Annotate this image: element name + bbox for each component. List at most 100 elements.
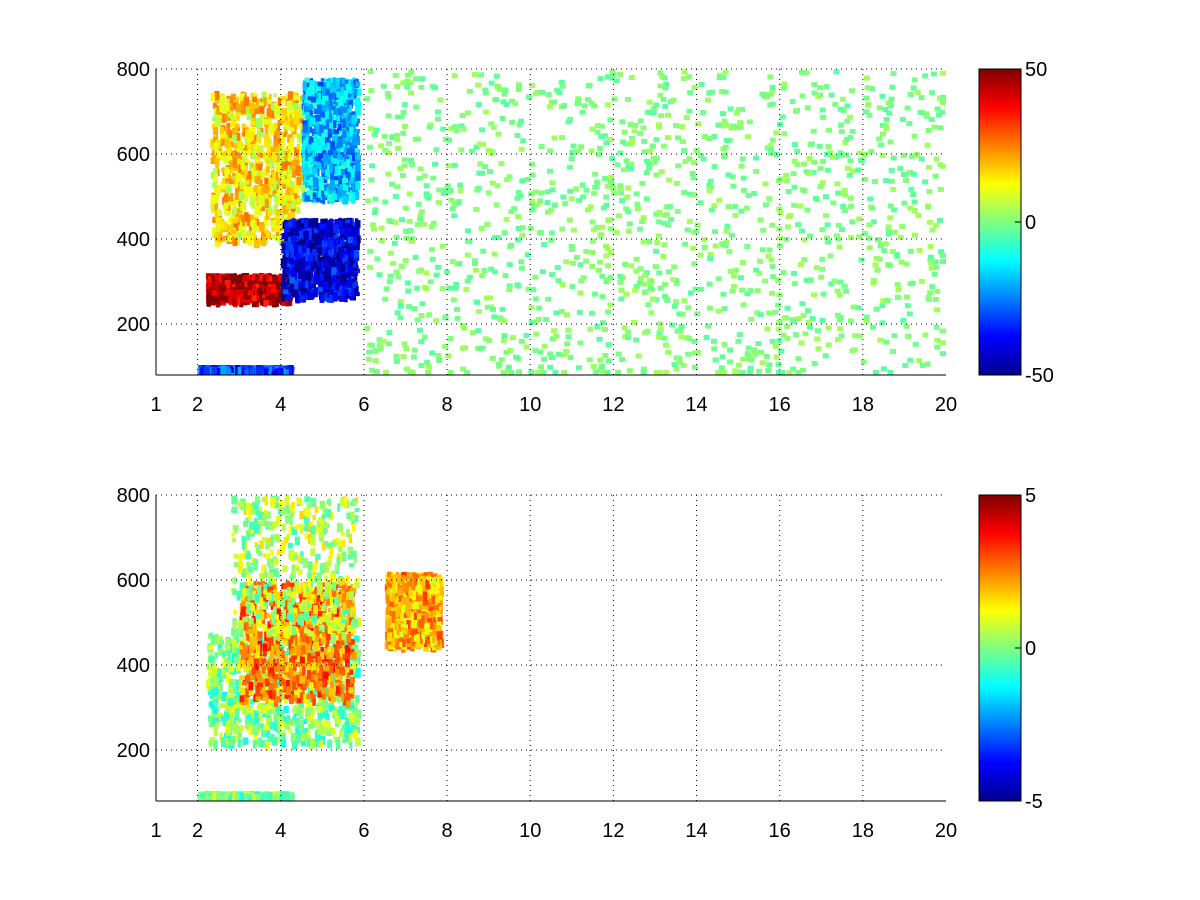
heatmap-cell [221, 94, 226, 103]
heatmap-cell [687, 290, 694, 296]
heatmap-cell [235, 280, 240, 286]
heatmap-cell [693, 148, 700, 154]
heatmap-cell [229, 198, 234, 206]
heatmap-cell [254, 156, 260, 162]
heatmap-cell [219, 155, 225, 161]
heatmap-cell [255, 276, 260, 282]
heatmap-cell [305, 265, 309, 271]
heatmap-cell [903, 261, 910, 267]
heatmap-cell [302, 292, 308, 300]
heatmap-cell [214, 91, 220, 101]
heatmap-cell [263, 141, 268, 148]
heatmap-cell [740, 356, 747, 362]
heatmap-cell [265, 286, 272, 296]
heatmap-cell [303, 285, 308, 296]
heatmap-cell [287, 142, 294, 150]
heatmap-cell [419, 301, 426, 307]
heatmap-cell [740, 302, 747, 308]
heatmap-cell [294, 292, 299, 302]
heatmap-cell [311, 166, 318, 175]
heatmap-cell [284, 254, 289, 264]
heatmap-cell [547, 351, 554, 357]
heatmap-cell [471, 71, 478, 77]
heatmap-cell [355, 88, 362, 97]
heatmap-cell [343, 289, 349, 296]
heatmap-cell [246, 171, 252, 180]
heatmap-cell [477, 161, 484, 167]
heatmap-cell [596, 145, 603, 151]
heatmap-cell [271, 370, 277, 375]
heatmap-cell [219, 126, 224, 135]
heatmap-cell [776, 243, 783, 249]
heatmap-cell [318, 287, 324, 295]
heatmap-cell [242, 234, 248, 244]
heatmap-cell [240, 162, 245, 170]
heatmap-cell [330, 92, 336, 99]
heatmap-cell [350, 163, 355, 168]
heatmap-cell [239, 181, 245, 187]
heatmap-cell [681, 69, 688, 75]
heatmap-cell [372, 358, 379, 364]
heatmap-cell [447, 335, 454, 341]
heatmap-cell [339, 118, 346, 127]
heatmap-cell [394, 184, 401, 190]
heatmap-cell [348, 89, 353, 94]
heatmap-cell [400, 130, 407, 136]
heatmap-cell [307, 164, 314, 174]
heatmap-cell [320, 109, 324, 117]
heatmap-cell [264, 135, 270, 144]
heatmap-cell [849, 348, 856, 354]
heatmap-cell [439, 286, 446, 292]
heatmap-cell [500, 338, 507, 343]
heatmap-cell [211, 290, 217, 296]
heatmap-cell [323, 125, 328, 131]
heatmap-cell [766, 196, 773, 202]
heatmap-cell [934, 344, 941, 350]
heatmap-cell [516, 82, 522, 88]
heatmap-cell [397, 303, 404, 309]
heatmap-cell [747, 365, 754, 371]
heatmap-cell [211, 148, 216, 158]
heatmap-cell [304, 105, 310, 113]
heatmap-cell [488, 121, 495, 127]
heatmap-cell [524, 177, 531, 182]
heatmap-cell [938, 249, 945, 255]
heatmap-cell [347, 266, 353, 272]
heatmap-cell [213, 127, 218, 135]
heatmap-cell [309, 185, 313, 192]
heatmap-cell [330, 180, 336, 189]
heatmap-cell [324, 266, 329, 274]
heatmap-cell [371, 210, 378, 216]
heatmap-cell [453, 128, 460, 134]
heatmap-cell [212, 168, 218, 176]
heatmap-cell [255, 98, 261, 103]
heatmap-cell [305, 183, 309, 189]
heatmap-cell [598, 363, 605, 369]
heatmap-cell [856, 333, 863, 339]
heatmap-cell [762, 181, 769, 187]
heatmap-cell [329, 158, 335, 164]
heatmap-cell [624, 194, 631, 200]
heatmap-cell [282, 289, 289, 295]
heatmap-cell [281, 292, 285, 302]
heatmap-cell [249, 367, 256, 375]
heatmap-cell [407, 158, 414, 163]
heatmap-cell [725, 204, 732, 210]
heatmap-cell [290, 231, 297, 239]
heatmap-cell [326, 158, 332, 164]
heatmap-cell [933, 264, 940, 270]
heatmap-cell [539, 89, 546, 95]
heatmap-cell [345, 112, 350, 117]
heatmap-cell [276, 138, 281, 144]
heatmap-cell [325, 100, 330, 108]
heatmap-cell [328, 240, 334, 248]
heatmap-cell [843, 152, 850, 158]
heatmap-cell [266, 143, 271, 153]
heatmap-cell [686, 74, 693, 80]
heatmap-cell [295, 254, 300, 259]
heatmap-cell [240, 202, 247, 212]
heatmap-cell [282, 183, 286, 189]
heatmap-cell [244, 281, 249, 288]
heatmap-cell [872, 370, 879, 375]
heatmap-cell [353, 292, 360, 297]
